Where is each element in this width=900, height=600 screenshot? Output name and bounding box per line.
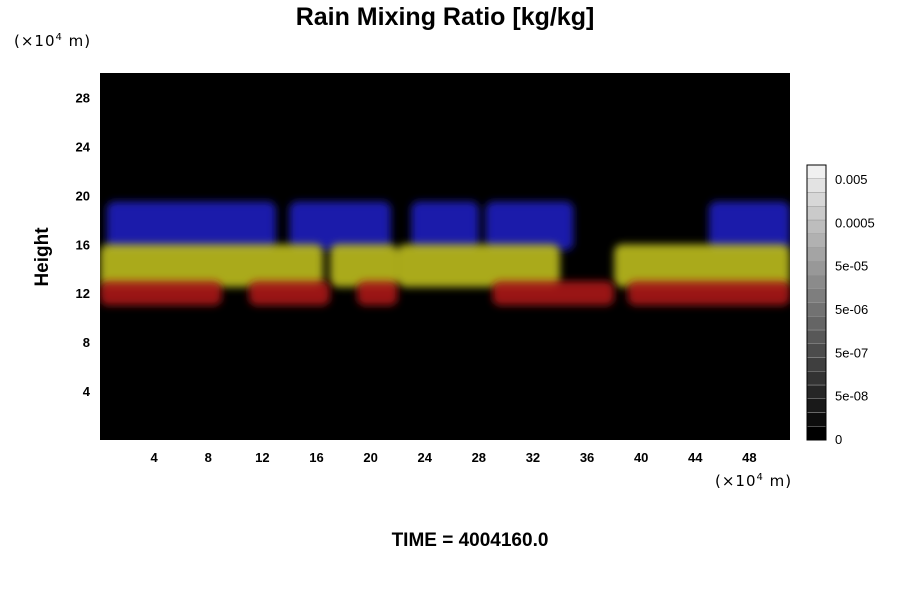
band-segment [357,280,398,306]
y-unit-suffix: m) [62,32,92,50]
chart-title: Rain Mixing Ratio [kg/kg] [295,3,595,31]
x-tick-label: 32 [526,450,540,465]
colorbar-swatch [806,371,827,386]
y-tick-label: 20 [76,188,90,203]
colorbar-swatch [806,233,827,248]
band-segment [627,280,790,306]
colorbar-tick-label: 0.0005 [835,215,875,230]
x-axis-unit: (×104 m) [715,472,792,490]
band-segment [100,280,222,306]
upper-blue-band [106,201,790,251]
band-segment [289,201,391,251]
x-tick-label: 12 [255,450,269,465]
lower-red-band [100,280,790,306]
y-axis-unit: (×104 m) [14,32,91,50]
x-tick-label: 4 [151,450,159,465]
time-annotation: TIME = 4004160.0 [391,530,549,551]
x-tick-label: 40 [634,450,648,465]
x-tick-label: 48 [742,450,756,465]
colorbar-swatch [806,398,827,413]
y-tick-label: 12 [76,286,90,301]
band-segment [106,201,276,251]
y-tick-label: 16 [76,237,90,252]
colorbar-swatch [806,261,827,276]
y-tick-label: 8 [83,335,90,350]
colorbar-tick-label: 0 [835,432,842,447]
colorbar-tick-label: 5e-06 [835,302,868,317]
colorbar-swatch [806,329,827,344]
middle-yellow-band [100,244,790,288]
colorbar-swatch [806,357,827,372]
colorbar-swatch [806,426,827,441]
colorbar-swatch [806,384,827,399]
colorbar-swatch [806,274,827,289]
band-segment [411,201,479,251]
band-segment [248,280,330,306]
x-tick-label: 28 [472,450,486,465]
y-unit-prefix: (×10 [14,32,56,50]
x-tick-label: 36 [580,450,594,465]
colorbar-tick-label: 5e-07 [835,345,868,360]
y-tick-label: 28 [76,90,90,105]
colorbar-swatch [806,412,827,427]
colorbar-tick-label: 5e-08 [835,389,868,404]
band-segment [330,244,398,288]
colorbar-frame [806,164,827,441]
y-unit-exponent: 4 [55,32,63,43]
colorbar-swatch [806,219,827,234]
colorbar-tick-label: 0.005 [835,172,868,187]
colorbar-swatch [806,316,827,331]
x-unit-suffix: m) [763,472,793,490]
x-tick-label: 44 [688,450,703,465]
colorbar-swatch [806,302,827,317]
colorbar-tick-label: 5e-05 [835,259,868,274]
x-tick-label: 20 [363,450,377,465]
band-segment [614,244,790,288]
band-segment [397,244,560,288]
colorbar-swatch [806,192,827,207]
band-segment [708,201,790,251]
x-tick-label: 24 [417,450,432,465]
colorbar-swatch [806,164,827,179]
colorbar: 0.005 0.0005 5e-05 5e-06 5e-07 5e-08 0 [806,164,875,447]
heatmap-bands [100,201,790,306]
band-segment [485,201,574,251]
colorbar-swatch [806,247,827,262]
y-tick-label: 24 [76,139,91,154]
x-unit-prefix: (×10 [715,472,757,490]
colorbar-swatch [806,288,827,303]
y-tick-label: 4 [83,384,91,399]
x-tick-label: 16 [309,450,323,465]
band-segment [100,244,324,288]
colorbar-swatch [806,178,827,193]
colorbar-swatch [806,206,827,221]
band-segment [492,280,615,306]
x-unit-exponent: 4 [756,472,764,483]
x-tick-label: 8 [205,450,212,465]
colorbar-swatch [806,343,827,358]
